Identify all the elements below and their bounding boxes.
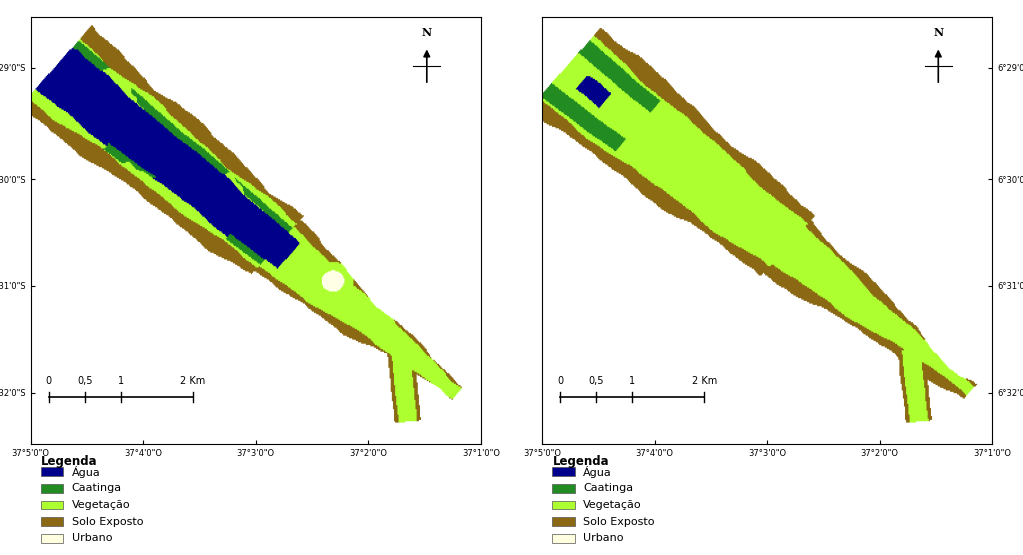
Text: 0,5: 0,5 [588, 376, 604, 386]
Text: Vegetação: Vegetação [583, 500, 641, 510]
Text: Solo Exposto: Solo Exposto [72, 517, 143, 527]
Text: Urbano: Urbano [72, 533, 113, 543]
Text: N: N [421, 27, 432, 38]
Text: 2 Km: 2 Km [180, 376, 206, 386]
Text: Legenda: Legenda [41, 455, 97, 468]
Text: Urbano: Urbano [583, 533, 624, 543]
Text: Caatinga: Caatinga [583, 483, 633, 493]
Text: N: N [933, 27, 943, 38]
Text: 0: 0 [46, 376, 52, 386]
Text: Água: Água [72, 466, 100, 478]
Text: Legenda: Legenda [552, 455, 609, 468]
Text: 1: 1 [118, 376, 124, 386]
Text: 0: 0 [558, 376, 564, 386]
Text: Vegetação: Vegetação [72, 500, 130, 510]
Text: 1: 1 [629, 376, 635, 386]
Text: Solo Exposto: Solo Exposto [583, 517, 655, 527]
Text: 0,5: 0,5 [77, 376, 92, 386]
Text: Caatinga: Caatinga [72, 483, 122, 493]
Text: 2 Km: 2 Km [692, 376, 717, 386]
Text: Água: Água [583, 466, 612, 478]
